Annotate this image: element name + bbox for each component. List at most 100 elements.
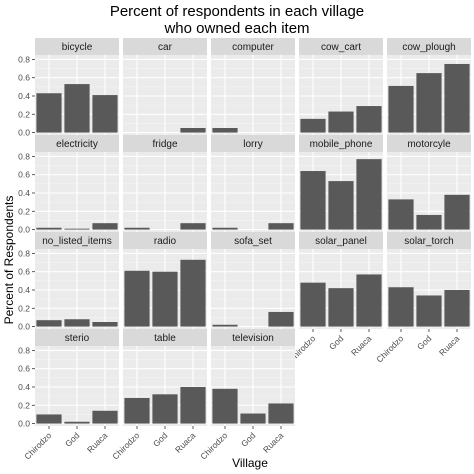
bar-sofa_set-Ruaca <box>268 311 294 327</box>
facet-strip <box>387 135 471 152</box>
facet-strip-label: computer <box>232 42 274 53</box>
bar-fridge-Chirodzo <box>124 227 150 230</box>
facet-strip <box>211 329 295 346</box>
bar-sterio-Ruaca <box>92 410 118 424</box>
y-tick-label: 0.8 <box>18 151 30 161</box>
facet-mobile_phone: mobile_phone <box>299 135 383 232</box>
y-tick-label: 0.8 <box>18 248 30 258</box>
facet-strip-label: lorry <box>243 139 262 150</box>
facet-radio: radio <box>123 232 207 329</box>
bar-cow_plough-God <box>416 73 442 133</box>
y-tick-label: 0.8 <box>18 54 30 64</box>
chart-title-line-2: who owned each item <box>163 20 309 37</box>
bar-sterio-God <box>64 421 90 424</box>
facet-strip <box>211 38 295 55</box>
facet-fridge: fridge <box>123 135 207 232</box>
bar-mobile_phone-God <box>328 181 354 230</box>
x-tick-label: Chirodzo <box>110 430 141 461</box>
bar-lorry-Chirodzo <box>212 227 238 230</box>
bar-no_listed_items-Ruaca <box>92 322 118 327</box>
x-tick-label: Chirodzo <box>374 333 405 364</box>
y-tick-label: 0.4 <box>18 91 30 101</box>
bar-solar_torch-God <box>416 295 442 327</box>
y-tick-label: 0.6 <box>18 73 30 83</box>
bar-television-Ruaca <box>268 403 294 424</box>
bar-mobile_phone-Chirodzo <box>300 171 326 230</box>
facet-strip <box>299 38 383 55</box>
x-tick-label: God <box>327 333 346 352</box>
bar-table-Chirodzo <box>124 397 150 424</box>
facet-television: television Chirodzo God Ruaca <box>198 329 295 461</box>
y-tick-label: 0.8 <box>18 345 30 355</box>
bar-cow_plough-Ruaca <box>444 63 470 133</box>
facet-no_listed_items: no_listed_items 0.0 0.2 0.4 0.6 0.8 <box>18 232 119 332</box>
bar-radio-Chirodzo <box>124 270 150 327</box>
facet-strip-label: television <box>232 333 274 344</box>
bar-car-Ruaca <box>180 128 206 133</box>
bar-television-Chirodzo <box>212 388 238 424</box>
facet-cow_cart: cow_cart <box>299 38 383 135</box>
facet-computer: computer <box>211 38 295 135</box>
bar-solar_panel-Chirodzo <box>300 282 326 327</box>
facet-strip <box>123 135 207 152</box>
bar-solar_torch-Ruaca <box>444 289 470 327</box>
bar-no_listed_items-Chirodzo <box>36 320 62 327</box>
facet-strip <box>211 135 295 152</box>
facet-electricity: electricity 0.0 0.2 0.4 0.6 0.8 <box>18 135 119 235</box>
facet-strip-label: bicycle <box>62 42 93 53</box>
bar-bicycle-God <box>64 84 90 133</box>
facet-strip-label: electricity <box>56 139 98 150</box>
facet-cow_plough: cow_plough <box>387 38 471 135</box>
y-tick-label: 0.4 <box>18 382 30 392</box>
facet-panels: bicycle 0.0 0.2 0.4 0.6 0.8 car computer cow_car… <box>18 38 471 461</box>
facet-strip-label: sterio <box>65 333 90 344</box>
facet-table: table Chirodzo God Ruaca <box>110 329 207 461</box>
bar-mobile_phone-Ruaca <box>356 159 382 230</box>
facet-car: car <box>123 38 207 135</box>
facet-strip-label: cow_plough <box>402 42 455 53</box>
x-tick-label: Ruaca <box>437 333 462 358</box>
bar-fridge-Ruaca <box>180 223 206 230</box>
facet-sofa_set: sofa_set <box>211 232 295 329</box>
facet-strip <box>211 232 295 249</box>
bar-bicycle-Ruaca <box>92 95 118 133</box>
bar-solar_panel-God <box>328 288 354 327</box>
bar-computer-Chirodzo <box>212 128 238 133</box>
facet-strip <box>123 232 207 249</box>
y-tick-label: 0.6 <box>18 267 30 277</box>
facet-strip-label: fridge <box>152 139 177 150</box>
y-tick-label: 0.6 <box>18 364 30 374</box>
x-tick-label: God <box>239 430 258 449</box>
facet-strip-label: table <box>154 333 176 344</box>
facet-strip <box>35 232 119 249</box>
x-tick-label: Chirodzo <box>22 430 53 461</box>
bar-sterio-Chirodzo <box>36 414 62 424</box>
facet-strip-label: car <box>158 42 173 53</box>
facet-strip <box>35 38 119 55</box>
bar-solar_torch-Chirodzo <box>388 287 414 327</box>
y-tick-label: 0.0 <box>18 322 30 332</box>
x-axis-title: Village <box>232 456 268 470</box>
facet-strip-label: sofa_set <box>234 236 272 247</box>
y-tick-label: 0.0 <box>18 128 30 138</box>
facet-strip-label: motorcyle <box>407 139 451 150</box>
y-tick-label: 0.2 <box>18 109 30 119</box>
y-tick-label: 0.2 <box>18 206 30 216</box>
x-tick-label: Ruaca <box>261 430 286 455</box>
facet-sterio: sterio 0.0 0.2 0.4 0.6 0.8 Chirodzo God Ruaca <box>18 329 119 461</box>
y-axis-title: Percent of Respondents <box>2 196 16 325</box>
x-tick-label: God <box>63 430 82 449</box>
bar-motorcyle-Ruaca <box>444 194 470 230</box>
bar-motorcyle-Chirodzo <box>388 199 414 230</box>
bar-cow_cart-Ruaca <box>356 106 382 133</box>
facet-strip-label: mobile_phone <box>310 139 373 150</box>
facet-solar_torch: solar_torch Chirodzo God Ruaca <box>374 232 471 364</box>
bar-cow_cart-God <box>328 111 354 133</box>
y-tick-label: 0.0 <box>18 225 30 235</box>
facet-motorcyle: motorcyle <box>387 135 471 232</box>
bar-electricity-Ruaca <box>92 223 118 230</box>
bar-solar_panel-Ruaca <box>356 274 382 327</box>
facet-lorry: lorry <box>211 135 295 232</box>
